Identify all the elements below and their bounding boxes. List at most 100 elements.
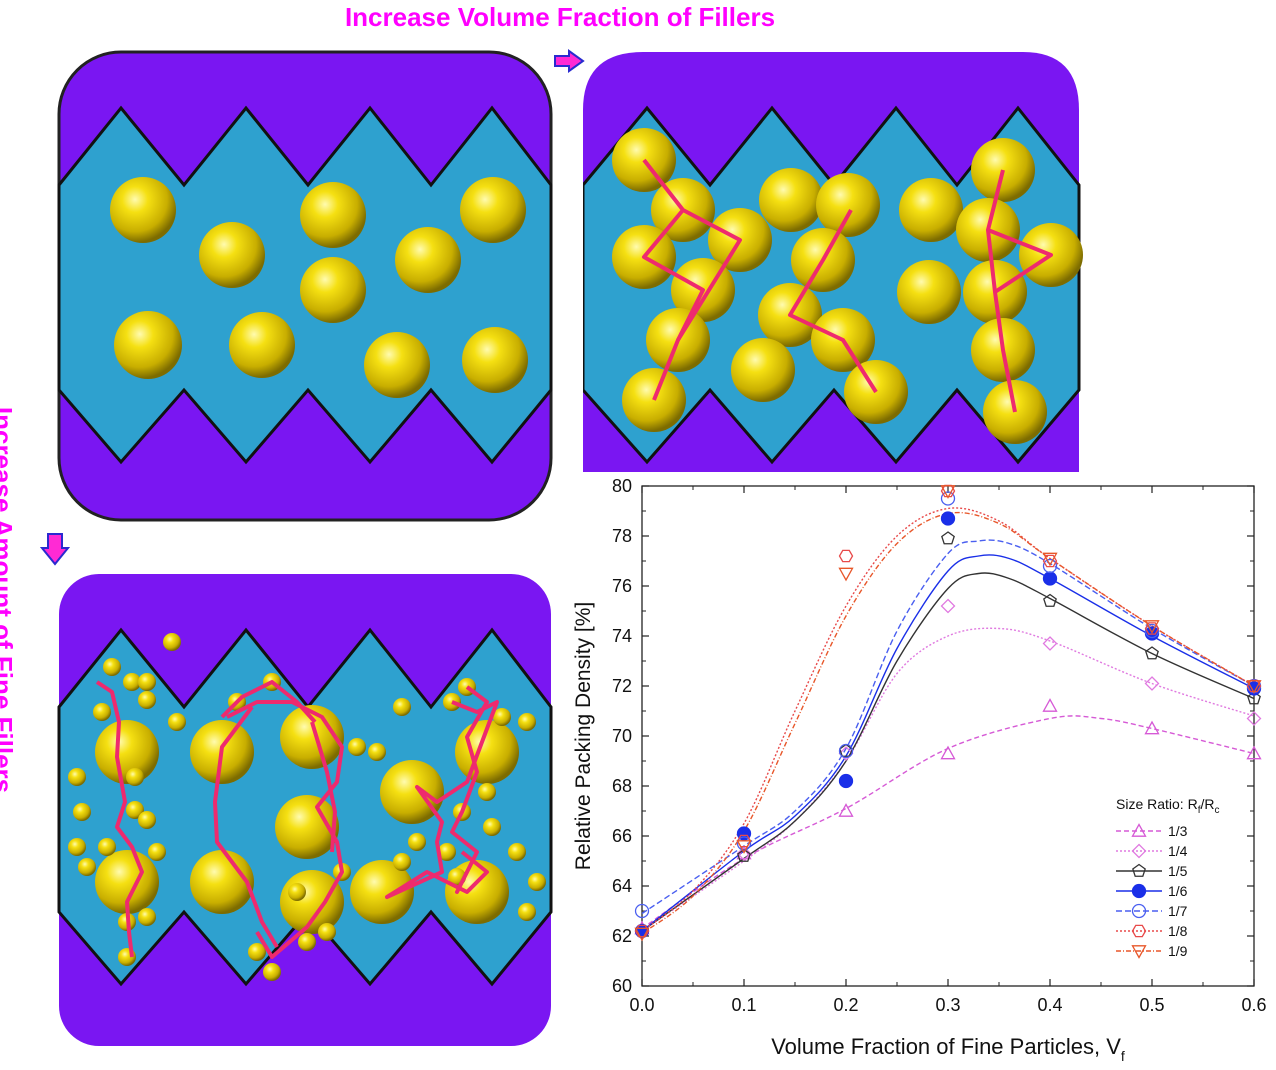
filler-particle: [518, 713, 536, 731]
x-tick-label: 0.4: [1037, 995, 1062, 1015]
filler-particle: [288, 883, 306, 901]
filler-particles: [110, 177, 528, 398]
x-tick-label: 0.1: [731, 995, 756, 1015]
filler-particle: [68, 838, 86, 856]
x-tick-label: 0.3: [935, 995, 960, 1015]
y-tick-label: 66: [612, 826, 632, 846]
filler-particle: [731, 338, 795, 402]
conductive-path: [213, 705, 279, 949]
x-axis-label: Volume Fraction of Fine Particles, Vf: [771, 1034, 1125, 1064]
panel-low-volume-fraction: [57, 50, 553, 522]
data-point-1-8: [1144, 622, 1160, 635]
conductive-path: [450, 685, 489, 894]
data-point-1-6: [838, 773, 854, 789]
y-tick-label: 68: [612, 776, 632, 796]
filler-particle: [508, 843, 526, 861]
legend-label: 1/4: [1168, 843, 1188, 859]
filler-particle: [364, 332, 430, 398]
filler-particle: [280, 870, 344, 934]
filler-particle: [138, 908, 156, 926]
filler-particle: [263, 963, 281, 981]
filler-particle: [98, 838, 116, 856]
y-tick-label: 78: [612, 526, 632, 546]
data-point-1-9: [736, 840, 752, 854]
data-point-1-7: [1042, 558, 1058, 574]
filler-particle: [300, 257, 366, 323]
legend-label: 1/9: [1168, 943, 1188, 959]
filler-particle: [759, 168, 823, 232]
y-tick-label: 70: [612, 726, 632, 746]
filler-particle: [460, 177, 526, 243]
filler-particle: [68, 768, 86, 786]
filler-particle: [199, 222, 265, 288]
legend-marker: [1131, 945, 1147, 959]
data-point-1-6: [736, 826, 752, 841]
filler-particle: [518, 903, 536, 921]
legend-marker: [1131, 883, 1147, 899]
filler-particle: [438, 843, 456, 861]
right-arrow-icon: [554, 49, 585, 73]
filler-particle: [395, 227, 461, 293]
data-point-1-3: [940, 745, 956, 760]
data-point-1-4: [1042, 636, 1058, 651]
data-point-1-7: [1144, 623, 1160, 639]
filler-particles: [612, 128, 1083, 444]
data-point-1-3: [736, 845, 752, 860]
filler-particle: [168, 713, 186, 731]
filler-particle: [95, 720, 159, 784]
fit-line-1-8: [641, 507, 1255, 932]
fit-line-1-4: [641, 627, 1255, 932]
filler-particle: [229, 312, 295, 378]
legend-title: Size Ratio: Rf/Rc: [1116, 796, 1219, 816]
legend-marker: [1131, 843, 1147, 859]
filler-particle: [393, 698, 411, 716]
y-tick-label: 76: [612, 576, 632, 596]
filler-particle: [493, 708, 511, 726]
legend-label: 1/6: [1168, 883, 1188, 899]
data-point-1-3: [1246, 745, 1262, 760]
conductive-path: [642, 158, 742, 401]
data-point-1-4: [838, 746, 854, 761]
filler-particle: [897, 260, 961, 324]
filler-particle: [393, 853, 411, 871]
filler-particle: [318, 923, 336, 941]
filler-particle: [126, 768, 144, 786]
filler-particle: [110, 177, 176, 243]
filler-particle: [126, 801, 144, 819]
data-point-1-9: [1246, 680, 1262, 694]
legend-label: 1/5: [1168, 863, 1188, 879]
filler-particle: [163, 633, 181, 651]
data-point-1-5: [1043, 593, 1057, 607]
conductive-path: [642, 208, 705, 341]
filler-particle: [280, 705, 344, 769]
y-tick-label: 62: [612, 926, 632, 946]
data-point-1-9: [1042, 552, 1058, 567]
data-point-1-4: [940, 598, 956, 614]
filler-particle: [78, 858, 96, 876]
filler-particle: [123, 673, 141, 691]
filler-particle: [73, 803, 91, 821]
fit-line-1-5: [641, 572, 1255, 932]
filler-particle: [350, 860, 414, 924]
filler-particle: [408, 833, 426, 851]
top-title: Increase Volume Fraction of Fillers: [344, 2, 776, 32]
fit-line-1-9: [641, 511, 1255, 935]
side-title: Increase Amount of Fine Fillers: [0, 406, 18, 794]
filler-particle: [899, 178, 963, 242]
data-point-1-8: [838, 549, 854, 563]
data-point-1-9: [634, 927, 650, 942]
x-tick-label: 0.5: [1139, 995, 1164, 1015]
filler-particle: [368, 743, 386, 761]
legend: Size Ratio: Rf/Rc 1/3 1/4 1/5 1/6 1/7 1/8 1/9: [1116, 796, 1219, 959]
legend-marker: [1131, 903, 1147, 919]
y-axis-label: Relative Packing Density [%]: [572, 602, 595, 870]
plot-frame: [641, 485, 1255, 987]
percolation-paths: [95, 680, 499, 959]
panel-fine-fillers: [57, 574, 553, 1046]
filler-particle: [190, 850, 254, 914]
filler-particle: [528, 873, 546, 891]
filler-particle: [138, 691, 156, 709]
y-tick-label: 80: [612, 476, 632, 496]
filler-particle: [148, 843, 166, 861]
data-point-1-5: [1145, 646, 1159, 660]
